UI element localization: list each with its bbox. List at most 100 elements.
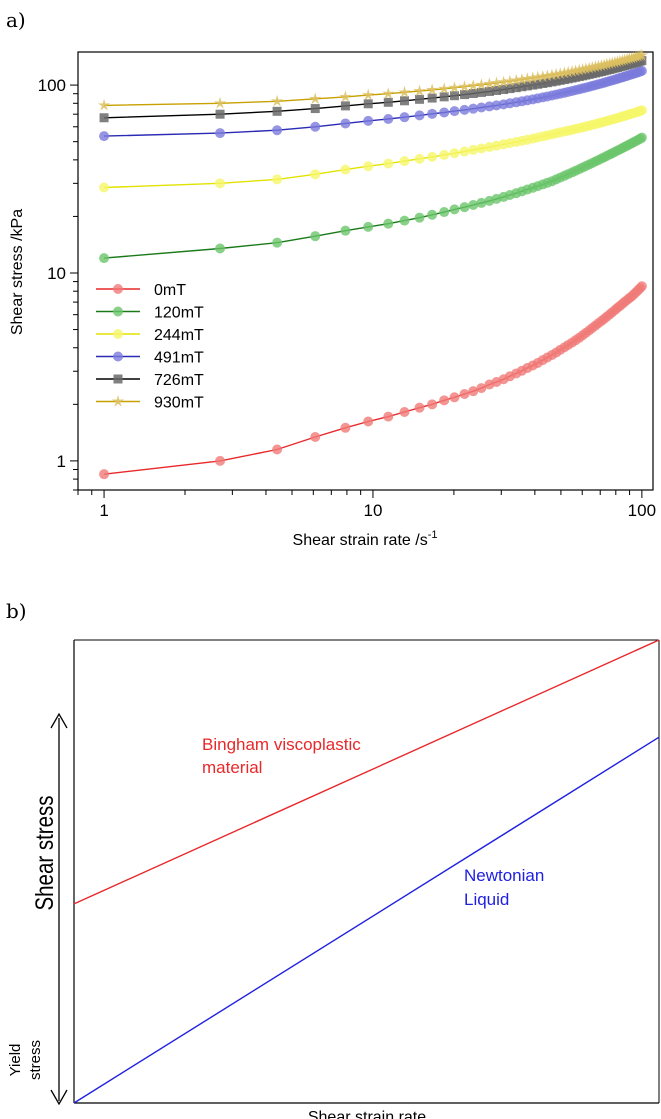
data-point-0mt: [310, 432, 320, 442]
data-point-244mt: [340, 165, 350, 175]
data-point-0mt: [340, 423, 350, 433]
data-point-244mt: [449, 148, 459, 158]
data-point-0mt: [399, 407, 409, 417]
data-point-0mt: [215, 456, 225, 466]
data-point-244mt: [399, 156, 409, 166]
data-point-726mt: [216, 110, 225, 119]
data-point-244mt: [427, 152, 437, 162]
data-point-491mt: [383, 114, 393, 124]
legend-label-930mt: 930mT: [154, 395, 204, 412]
legend-marker-244mt: [113, 329, 123, 339]
legend-label-0mt: 0mT: [154, 282, 186, 299]
data-point-0mt: [439, 395, 449, 405]
data-point-244mt: [99, 183, 109, 193]
series-line-newtonian: [74, 737, 659, 1103]
data-point-244mt: [383, 159, 393, 169]
panel-a-label: a): [6, 8, 26, 32]
chart-a-y-tick-label: 100: [38, 76, 66, 95]
data-point-120mt: [637, 133, 647, 143]
data-point-726mt: [415, 95, 424, 104]
chart-a-x-axis-label-exponent: -1: [428, 529, 438, 541]
data-point-120mt: [272, 238, 282, 248]
data-point-726mt: [400, 96, 409, 105]
data-point-120mt: [399, 216, 409, 226]
bingham-label-line-2: material: [202, 758, 262, 777]
data-point-120mt: [439, 207, 449, 217]
chart-a-legend: 0mT 120mT 244mT 491mT 726mT 930mT: [96, 282, 204, 412]
data-point-0mt: [637, 281, 647, 291]
yield-label-line-1: Yield: [7, 1044, 24, 1077]
data-point-726mt: [341, 101, 350, 110]
chart-b: Bingham viscoplastic material Newtonian …: [7, 640, 659, 1119]
data-point-0mt: [272, 444, 282, 454]
legend-label-244mt: 244mT: [154, 327, 204, 344]
bingham-label-line-1: Bingham viscoplastic: [202, 735, 361, 754]
data-point-0mt: [427, 399, 437, 409]
chart-a-y-axis-label: Shear stress /kPa: [9, 209, 26, 335]
data-point-120mt: [427, 210, 437, 220]
data-point-726mt: [440, 92, 449, 101]
series-line-bingham: [74, 640, 659, 904]
data-point-244mt: [637, 105, 647, 115]
data-point-120mt: [99, 253, 109, 263]
data-point-0mt: [99, 469, 109, 479]
data-point-244mt: [310, 169, 320, 179]
data-point-491mt: [415, 110, 425, 120]
data-point-491mt: [99, 131, 109, 141]
data-point-120mt: [449, 204, 459, 214]
data-point-491mt: [427, 109, 437, 119]
newtonian-label-line-1: Newtonian: [464, 866, 544, 885]
data-point-726mt: [384, 98, 393, 107]
data-point-491mt: [460, 105, 470, 115]
data-point-726mt: [311, 104, 320, 113]
chart-a-y-tick-label: 1: [57, 452, 66, 471]
data-point-120mt: [215, 244, 225, 254]
data-point-726mt: [100, 113, 109, 122]
data-point-0mt: [449, 392, 459, 402]
legend-marker-491mt: [113, 352, 123, 362]
data-point-726mt: [364, 99, 373, 108]
legend-marker-120mt: [113, 307, 123, 317]
chart-a-x-axis-label: Shear strain rate /s-1: [293, 529, 438, 549]
legend-label-120mt: 120mT: [154, 305, 204, 322]
data-point-726mt: [428, 94, 437, 103]
chart-a-y-tick-label: 10: [47, 264, 66, 283]
chart-a-x-tick-label: 10: [364, 501, 383, 520]
data-point-0mt: [460, 389, 470, 399]
chart-a-x-tick-label: 1: [99, 501, 108, 520]
data-point-120mt: [415, 213, 425, 223]
data-point-244mt: [439, 150, 449, 160]
data-point-244mt: [460, 147, 470, 157]
series-line-120mt: [104, 138, 642, 258]
data-point-244mt: [272, 174, 282, 184]
chart-a: 1 10 100110100 0mT120mT244mT491mT726mT 930…: [9, 49, 656, 549]
data-point-491mt: [340, 118, 350, 128]
data-point-491mt: [310, 122, 320, 132]
yield-label-line-2: stress: [27, 1040, 44, 1080]
chart-b-x-axis-label: Shear strain rate: [308, 1109, 426, 1119]
data-point-726mt: [273, 107, 282, 116]
data-point-491mt: [399, 112, 409, 122]
data-point-491mt: [637, 66, 647, 76]
data-point-244mt: [215, 178, 225, 188]
chart-a-x-axis-label-text: Shear strain rate /s: [293, 532, 428, 549]
legend-marker-726mt: [114, 375, 123, 384]
panel-b-label: b): [6, 599, 27, 623]
data-point-0mt: [415, 403, 425, 413]
data-point-491mt: [439, 107, 449, 117]
chart-b-y-axis-label: Shear stress: [30, 795, 58, 910]
data-point-491mt: [449, 106, 459, 116]
data-point-120mt: [383, 219, 393, 229]
legend-label-491mt: 491mT: [154, 350, 204, 367]
data-point-120mt: [310, 231, 320, 241]
legend-marker-0mt: [113, 284, 123, 294]
chart-a-data-points: [98, 49, 648, 479]
data-point-491mt: [215, 128, 225, 138]
data-point-120mt: [460, 202, 470, 212]
data-point-0mt: [383, 412, 393, 422]
newtonian-label-line-2: Liquid: [464, 890, 509, 909]
legend-label-726mt: 726mT: [154, 372, 204, 389]
data-point-120mt: [340, 226, 350, 236]
data-point-244mt: [363, 161, 373, 171]
